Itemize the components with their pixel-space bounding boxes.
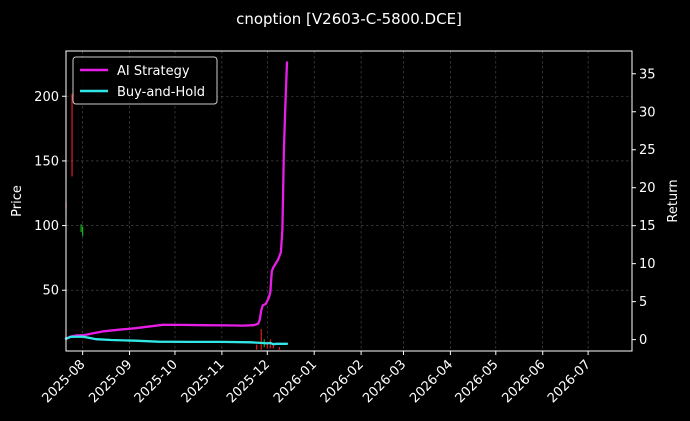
y-axis-left: 50 100 150 200 [34,90,66,299]
y-right-tick-label-10: 10 [639,257,656,272]
legend-entry-ai-strategy: AI Strategy [117,64,190,79]
series-line-buy-and-hold [64,335,289,346]
chart-title: cnoption [V2603-C-5800.DCE] [236,10,462,28]
y-left-tick-label-150: 150 [34,154,59,169]
y-right-tick-label-5: 5 [639,295,647,310]
y-right-tick-label-0: 0 [639,333,647,348]
legend-box [72,56,218,105]
legend: AI Strategy Buy-and-Hold [72,56,218,105]
y-right-tick-label-35: 35 [639,67,656,82]
y-right-tick-label-30: 30 [639,105,656,120]
plot-frame [65,50,633,352]
series-line-ai-strategy [64,61,289,340]
y-right-tick-label-15: 15 [639,219,656,234]
legend-entry-buy-and-hold: Buy-and-Hold [117,85,205,100]
y-axis-right-label: Return [666,179,681,222]
y-axis-left-label: Price [10,185,25,217]
y-right-tick-label-25: 25 [639,143,656,158]
y-right-tick-label-20: 20 [639,181,656,196]
y-axis-right: 0 5 10 15 20 25 30 35 [632,67,656,348]
y-left-tick-label-50: 50 [42,284,59,299]
return-lines [64,61,289,346]
y-left-tick-label-100: 100 [34,219,59,234]
y-left-tick-label-200: 200 [34,90,59,105]
